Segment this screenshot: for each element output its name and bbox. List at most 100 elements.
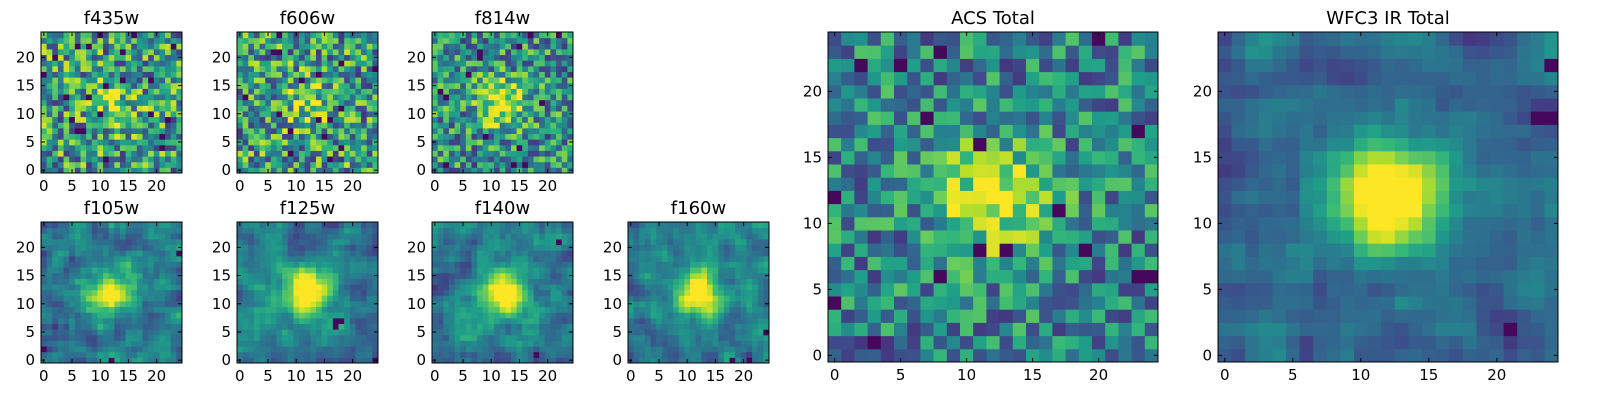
heatmap-cell bbox=[276, 156, 283, 163]
heatmap-cell bbox=[1105, 256, 1119, 271]
heatmap-cell bbox=[355, 71, 362, 78]
heatmap-cell bbox=[176, 116, 183, 123]
heatmap-cell bbox=[477, 250, 484, 257]
heatmap-cell bbox=[344, 295, 351, 302]
heatmap-cell bbox=[355, 122, 362, 129]
heatmap-cell bbox=[527, 167, 535, 174]
heatmap-cell bbox=[443, 233, 450, 240]
heatmap-cell bbox=[321, 284, 328, 291]
heatmap-cell bbox=[366, 133, 373, 140]
heatmap-cell bbox=[432, 306, 439, 313]
heatmap-cell bbox=[372, 37, 379, 44]
heatmap-cell bbox=[460, 65, 467, 72]
heatmap-cell bbox=[41, 122, 48, 129]
heatmap-cell bbox=[153, 278, 160, 285]
heatmap-cell bbox=[355, 167, 362, 174]
heatmap-cell bbox=[108, 244, 115, 251]
heatmap-cell bbox=[556, 261, 563, 268]
heatmap-cell bbox=[248, 272, 255, 279]
heatmap-cell bbox=[74, 139, 81, 146]
heatmap-cell bbox=[494, 77, 501, 84]
heatmap-cell bbox=[561, 94, 568, 101]
heatmap-cell bbox=[465, 127, 472, 135]
heatmap-cell bbox=[321, 267, 328, 274]
heatmap-cell bbox=[125, 82, 132, 89]
heatmap-cell bbox=[315, 156, 323, 163]
heatmap-cell bbox=[735, 334, 742, 341]
heatmap-cell bbox=[556, 77, 563, 84]
heatmap-cell bbox=[327, 312, 334, 319]
heatmap-cell bbox=[332, 300, 340, 308]
heatmap-cell bbox=[561, 272, 568, 279]
heatmap-cell bbox=[460, 295, 467, 302]
heatmap-cell bbox=[170, 161, 177, 168]
heatmap-cell bbox=[148, 317, 155, 325]
heatmap-cell bbox=[477, 334, 484, 341]
heatmap-cell bbox=[176, 289, 183, 296]
heatmap-cell bbox=[153, 139, 160, 146]
heatmap-cell bbox=[639, 289, 646, 296]
heatmap-cell bbox=[103, 88, 110, 95]
heatmap-cell bbox=[119, 161, 127, 168]
heatmap-cell bbox=[746, 272, 753, 279]
heatmap-cell bbox=[706, 334, 714, 341]
heatmap-cell bbox=[712, 272, 719, 279]
heatmap-cell bbox=[628, 238, 635, 246]
heatmap-cell bbox=[448, 110, 456, 118]
heatmap-cell bbox=[752, 250, 759, 257]
heatmap-cell bbox=[103, 351, 110, 358]
heatmap-cell bbox=[103, 110, 110, 118]
heatmap-cell bbox=[1131, 335, 1146, 350]
heatmap-cell bbox=[366, 261, 373, 268]
heatmap-cell bbox=[349, 60, 356, 67]
heatmap-cell bbox=[533, 82, 540, 89]
heatmap-cell bbox=[153, 94, 160, 101]
y-tick-label: 20 bbox=[212, 48, 231, 66]
heatmap-cell bbox=[63, 99, 70, 106]
heatmap-cell bbox=[644, 227, 652, 234]
heatmap-cell bbox=[477, 323, 484, 330]
heatmap-cell bbox=[550, 99, 557, 106]
heatmap-cell bbox=[701, 334, 708, 341]
heatmap-cell bbox=[332, 340, 340, 347]
heatmap-cell bbox=[999, 322, 1014, 337]
heatmap-cell bbox=[142, 278, 149, 285]
heatmap-cell bbox=[516, 289, 523, 296]
heatmap-cell bbox=[471, 48, 478, 56]
heatmap-cell bbox=[920, 243, 935, 257]
heatmap-cell bbox=[763, 323, 770, 330]
heatmap-cell bbox=[471, 255, 478, 262]
heatmap-cell bbox=[293, 71, 300, 78]
heatmap-cell bbox=[91, 116, 98, 123]
heatmap-cell bbox=[248, 250, 255, 257]
heatmap-cell bbox=[763, 346, 770, 353]
heatmap-cell bbox=[361, 71, 368, 78]
heatmap-cell bbox=[460, 133, 467, 140]
heatmap-cell bbox=[41, 227, 48, 234]
heatmap-cell bbox=[310, 122, 317, 129]
heatmap-cell bbox=[114, 323, 121, 330]
heatmap-cell bbox=[304, 334, 311, 341]
heatmap-cell bbox=[355, 261, 362, 268]
heatmap-cell bbox=[695, 255, 702, 262]
heatmap-cell bbox=[527, 278, 535, 285]
heatmap-cell bbox=[287, 289, 294, 296]
heatmap-cell bbox=[119, 261, 127, 268]
heatmap-cell bbox=[477, 340, 484, 347]
heatmap-cell bbox=[276, 306, 283, 313]
heatmap-cell bbox=[310, 139, 317, 146]
heatmap-cell bbox=[315, 244, 323, 251]
heatmap-cell bbox=[108, 139, 115, 146]
heatmap-cell bbox=[633, 238, 640, 246]
heatmap-cell bbox=[355, 278, 362, 285]
heatmap-cell bbox=[488, 238, 495, 246]
heatmap-cell bbox=[148, 357, 155, 364]
heatmap-cell bbox=[304, 267, 311, 274]
heatmap-cell bbox=[539, 133, 546, 140]
heatmap-cell bbox=[746, 238, 753, 246]
heatmap-cell bbox=[287, 99, 294, 106]
heatmap-cell bbox=[338, 144, 345, 151]
heatmap-cell bbox=[729, 351, 736, 358]
heatmap-cell bbox=[46, 323, 53, 330]
heatmap-cell bbox=[304, 82, 311, 89]
